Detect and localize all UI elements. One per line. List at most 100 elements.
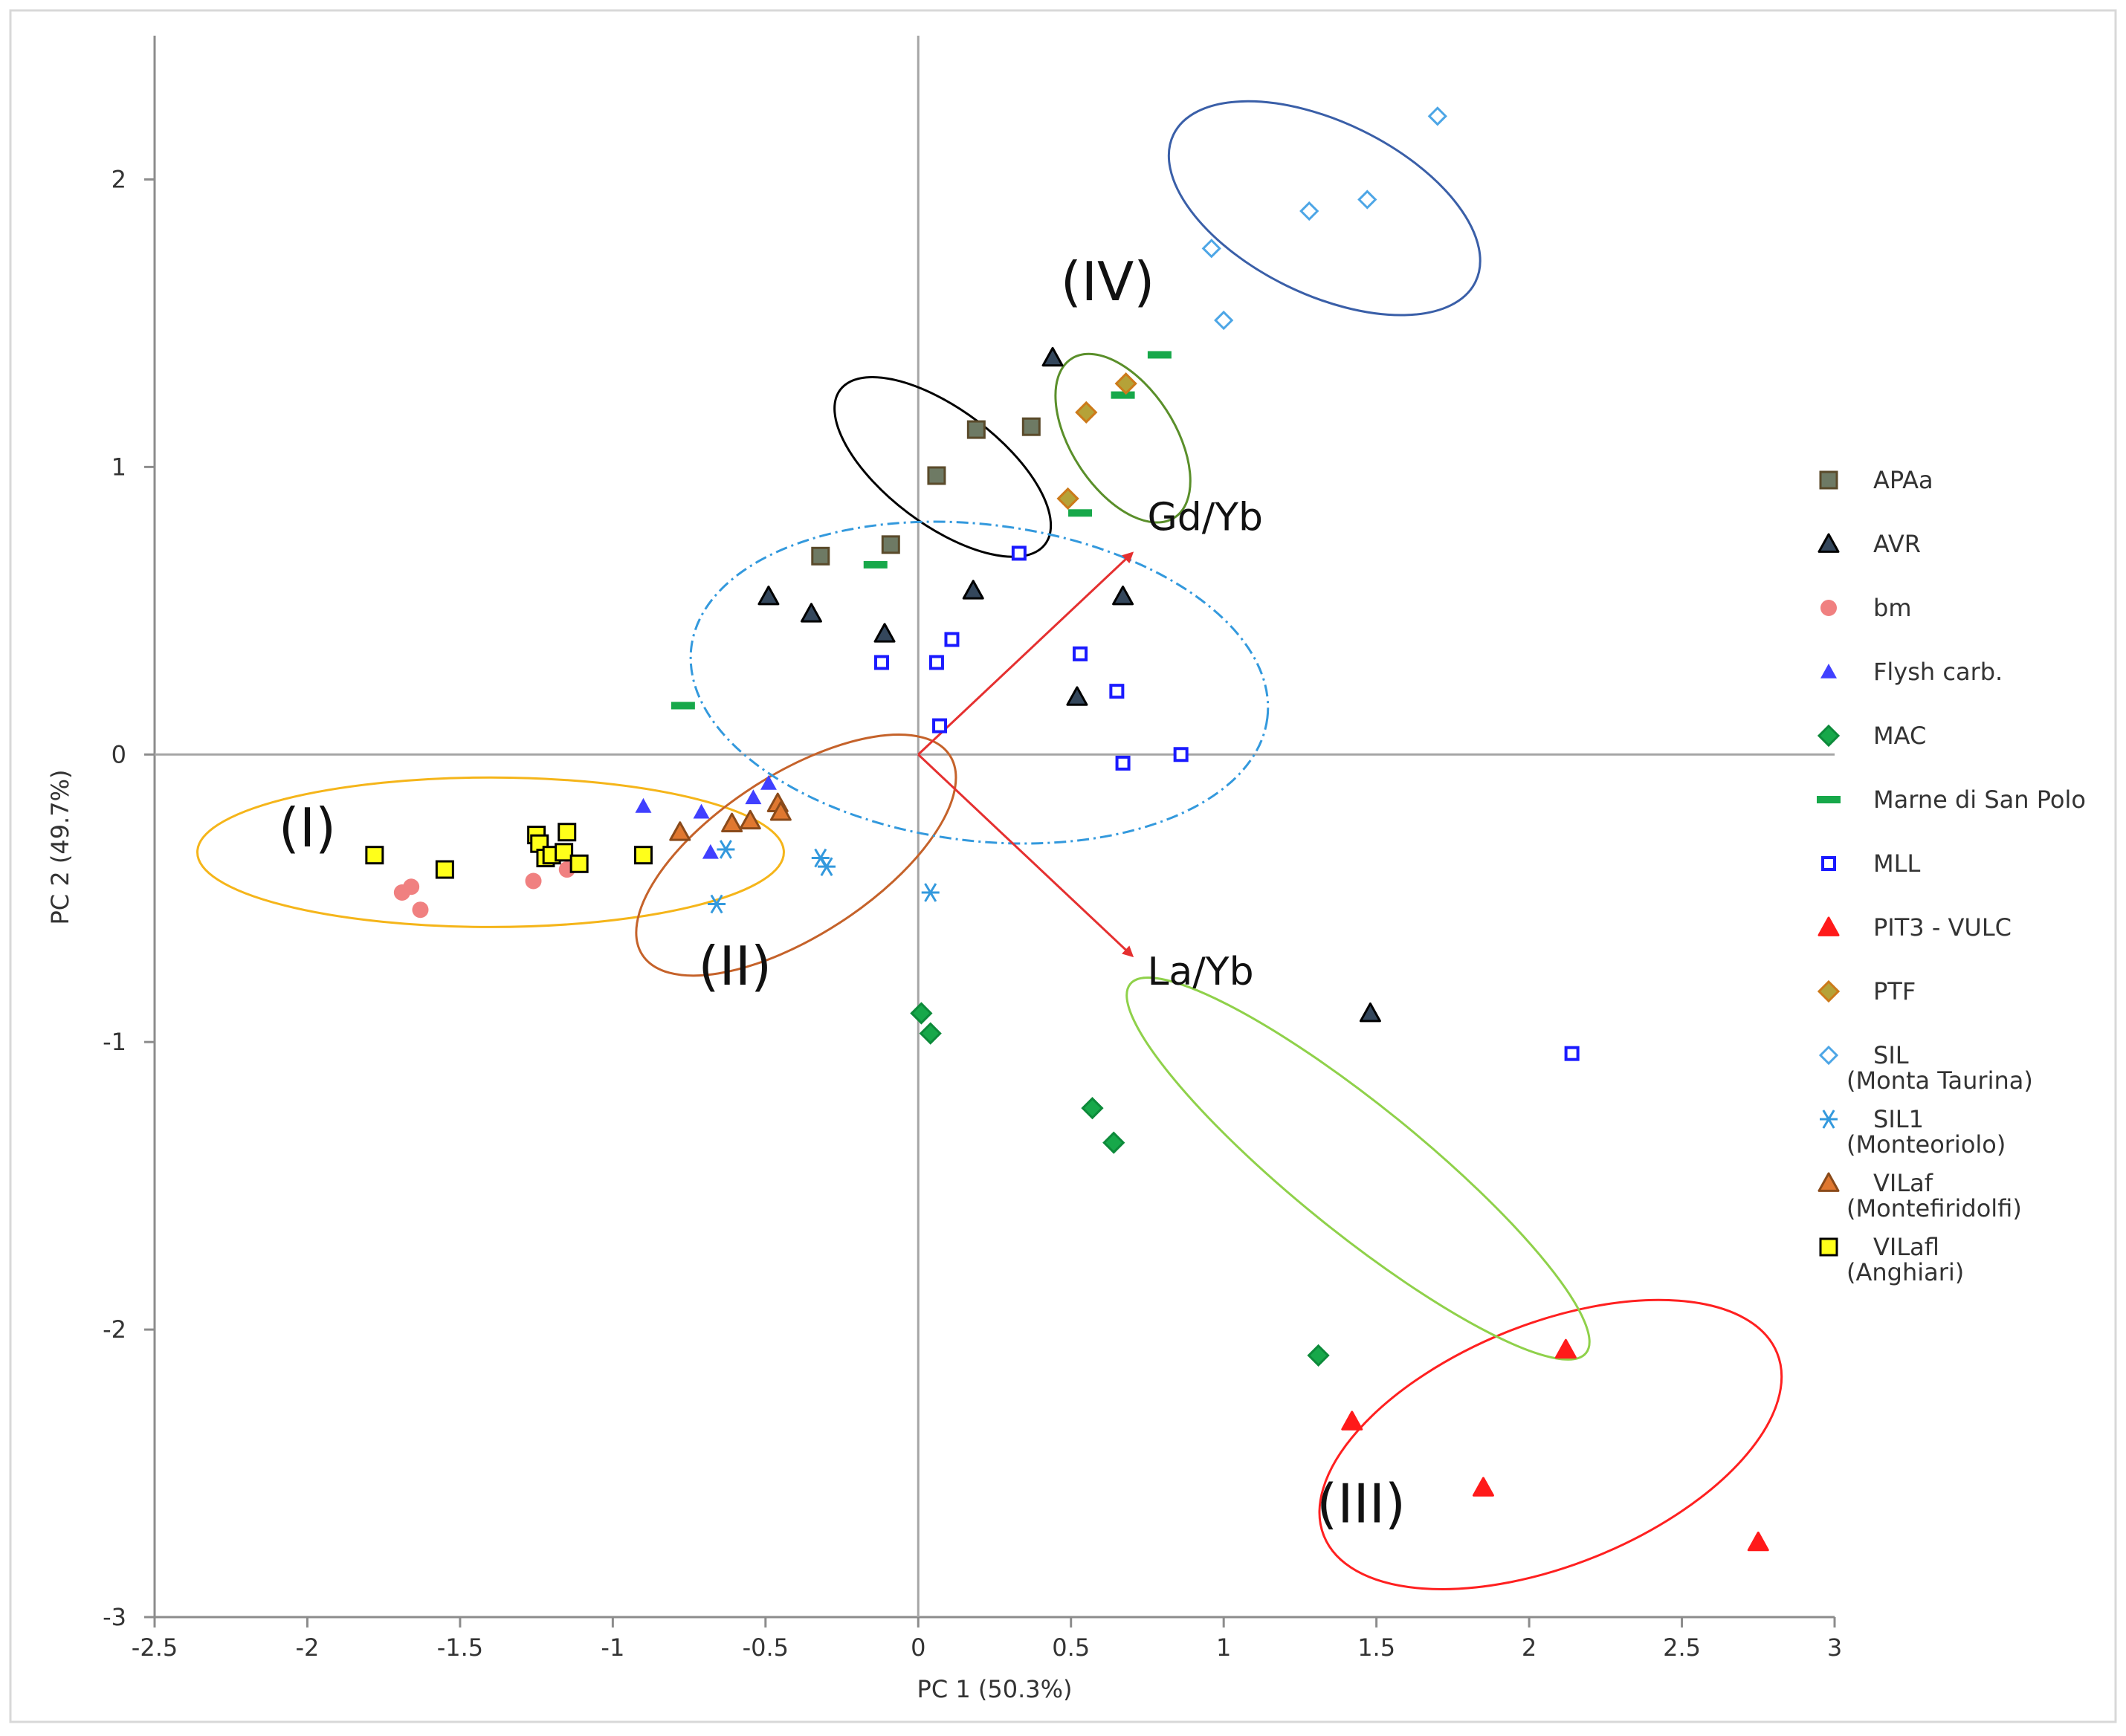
data-point <box>1102 1131 1125 1154</box>
legend-item: APAa <box>1819 466 1933 494</box>
legend-marker <box>1820 664 1837 678</box>
legend-marker <box>1817 796 1841 803</box>
legend-marker <box>1818 1172 1840 1192</box>
data-point <box>927 466 946 485</box>
data-point <box>811 546 830 566</box>
data-point <box>1021 417 1041 436</box>
x-tick-label: 0.5 <box>1052 1633 1090 1662</box>
data-point <box>1109 684 1125 699</box>
data-point <box>1299 201 1319 221</box>
data-point <box>1214 310 1234 331</box>
series-group <box>1341 1338 1769 1552</box>
data-point <box>1564 1046 1580 1061</box>
data-point <box>669 821 691 841</box>
legend-item: MLL <box>1821 849 1920 878</box>
data-point <box>800 603 822 623</box>
group-ellipse <box>196 776 785 928</box>
group-ellipse <box>1167 100 1482 317</box>
series-group <box>365 823 653 879</box>
x-tick-label: -1 <box>601 1633 624 1662</box>
loading-vector-arrow <box>917 551 1134 756</box>
legend-label-line: PTF <box>1873 977 1916 1005</box>
data-point <box>1075 401 1098 424</box>
data-point <box>569 854 589 873</box>
data-point <box>1359 1002 1381 1023</box>
series-group <box>811 417 1041 566</box>
series-group <box>671 351 1172 710</box>
legend-label-line: (Anghiari) <box>1846 1258 1964 1286</box>
legend-item: AVR <box>1818 530 1921 558</box>
y-tick-label: -1 <box>103 1028 126 1056</box>
legend-marker <box>1819 1237 1838 1257</box>
data-point <box>1307 1344 1330 1367</box>
data-point <box>1066 686 1088 706</box>
data-point <box>881 535 900 554</box>
x-tick-label: -1.5 <box>437 1633 483 1662</box>
figure-border <box>9 9 2117 1723</box>
data-point <box>693 803 710 819</box>
legend-label-line: Flysh carb. <box>1873 658 2003 686</box>
legend-item: bm <box>1820 594 1911 622</box>
legend-label-line: MLL <box>1873 849 1920 878</box>
series-group <box>1056 372 1137 511</box>
x-tick-label: 3 <box>1827 1633 1842 1662</box>
data-point <box>1041 346 1064 367</box>
legend-marker <box>1821 856 1836 871</box>
data-point <box>1081 1097 1104 1120</box>
data-point <box>863 560 888 569</box>
legend-label-line: APAa <box>1873 466 1933 494</box>
legend-label: VILaf (Montefiridolfi) <box>1846 1169 2022 1222</box>
data-point <box>1011 545 1027 561</box>
data-point <box>558 823 577 842</box>
data-point <box>365 846 384 865</box>
data-point <box>1472 1477 1494 1497</box>
legend-label: SIL1 (Monteoriolo) <box>1846 1105 2006 1159</box>
data-point <box>1173 747 1189 762</box>
x-axis-title: PC 1 (50.3%) <box>917 1675 1073 1703</box>
group-ellipse <box>1318 1298 1783 1590</box>
data-point <box>403 878 420 895</box>
data-point <box>1068 509 1093 517</box>
y-tick-label: -3 <box>103 1603 126 1631</box>
legend-label: Marne di San Polo <box>1873 786 2086 814</box>
x-tick-label: 1.5 <box>1357 1633 1395 1662</box>
legend-label: AVR <box>1873 530 1921 558</box>
data-point <box>717 840 735 859</box>
legend: APAa AVR bm Flysh carb. MAC Marne di San Polo… <box>1817 466 2086 1286</box>
legend-marker <box>1817 979 1841 1003</box>
legend-marker <box>1818 916 1840 936</box>
legend-marker <box>1818 533 1840 553</box>
series-group <box>393 861 575 919</box>
group-label: (IV) <box>1061 250 1155 313</box>
group-label: (I) <box>279 797 336 859</box>
data-point <box>1112 585 1134 606</box>
x-tick-label: -0.5 <box>743 1633 789 1662</box>
legend-marker <box>1820 600 1837 616</box>
data-point <box>412 901 429 919</box>
legend-label-line: SIL <box>1873 1041 1909 1069</box>
legend-label-line: AVR <box>1873 530 1921 558</box>
data-point <box>1357 190 1377 210</box>
legend-label: MLL <box>1873 849 1920 878</box>
data-point <box>1427 106 1447 126</box>
legend-label: SIL (Monta Taurina) <box>1846 1041 2033 1095</box>
legend-label-line: MAC <box>1873 722 1926 750</box>
data-point <box>1073 646 1088 661</box>
data-point <box>635 797 652 813</box>
data-point <box>745 789 762 805</box>
series-group <box>757 346 1381 1023</box>
data-point <box>932 718 948 733</box>
data-point <box>962 580 984 600</box>
data-point <box>910 1002 933 1025</box>
data-point <box>760 774 777 790</box>
data-point <box>873 623 896 643</box>
legend-label: PTF <box>1873 977 1916 1005</box>
y-tick-label: -2 <box>103 1315 126 1344</box>
data-point <box>555 843 574 862</box>
series-group <box>669 792 792 841</box>
series-group <box>635 774 777 859</box>
legend-marker <box>1817 724 1841 748</box>
